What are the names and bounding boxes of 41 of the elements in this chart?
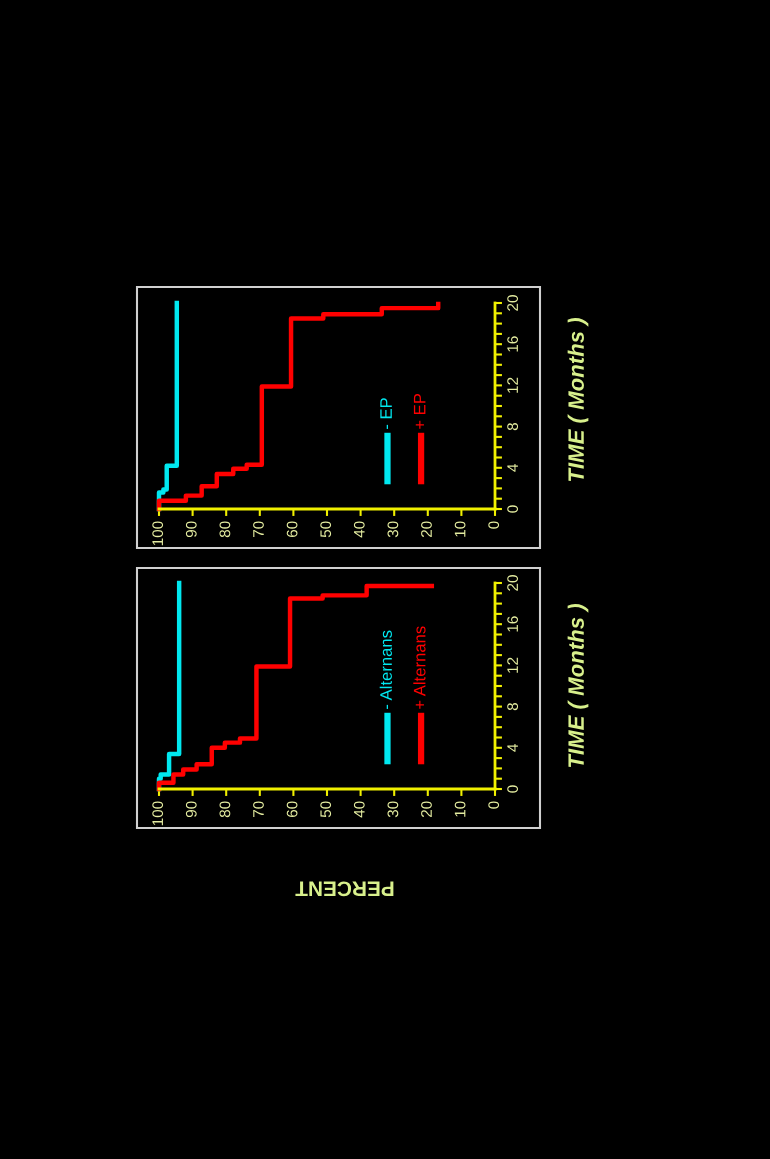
y-tick-label: 20 <box>507 295 519 311</box>
y-tick-label: 12 <box>507 377 518 393</box>
x-tick-label: 80 <box>219 521 231 538</box>
text: + EP <box>413 393 426 429</box>
y-tick-label: 16 <box>507 336 519 352</box>
x-tick-label: 80 <box>219 801 231 818</box>
x-tick-label: 0 <box>488 521 500 529</box>
x-tick-label: 90 <box>185 801 197 818</box>
x-tick-label: 0 <box>488 801 500 809</box>
x-tick-label: 70 <box>253 521 264 538</box>
y-tick-label: 16 <box>507 616 519 632</box>
x-axis-title: PERCENT <box>295 881 394 897</box>
x-tick-label: 100 <box>152 521 164 546</box>
x-tick-label: 40 <box>353 521 365 538</box>
y-tick-label: 20 <box>507 575 519 591</box>
y-tick-label: 12 <box>507 657 518 673</box>
text: - EP <box>380 398 392 429</box>
x-tick-label: 40 <box>353 801 365 818</box>
x-tick-label: 20 <box>421 521 432 538</box>
x-tick-label: 10 <box>454 801 466 817</box>
y-tick-label: 4 <box>507 744 518 752</box>
x-tick-label: 10 <box>454 521 466 537</box>
x-tick-label: 60 <box>286 521 298 538</box>
text: + Alternans <box>413 626 426 709</box>
x-tick-label: 30 <box>387 801 399 818</box>
y-tick-label: 0 <box>507 505 519 513</box>
x-tick-label: 30 <box>387 521 399 538</box>
x-tick-label: 20 <box>421 801 432 818</box>
x-tick-label: 60 <box>286 801 298 818</box>
x-tick-label: 90 <box>185 521 197 538</box>
y-axis-title: TIME ( Months ) <box>567 317 589 482</box>
text: - Alternans <box>379 630 392 709</box>
x-tick-label: 50 <box>320 521 332 538</box>
y-tick-label: 4 <box>507 464 518 472</box>
x-tick-label: 70 <box>253 801 264 818</box>
y-tick-label: 8 <box>507 703 519 711</box>
y-tick-label: 0 <box>507 785 519 793</box>
x-tick-label: 100 <box>152 801 164 826</box>
x-tick-label: 50 <box>320 801 332 818</box>
y-axis-title: TIME ( Months ) <box>567 603 589 768</box>
y-tick-label: 8 <box>507 423 519 431</box>
